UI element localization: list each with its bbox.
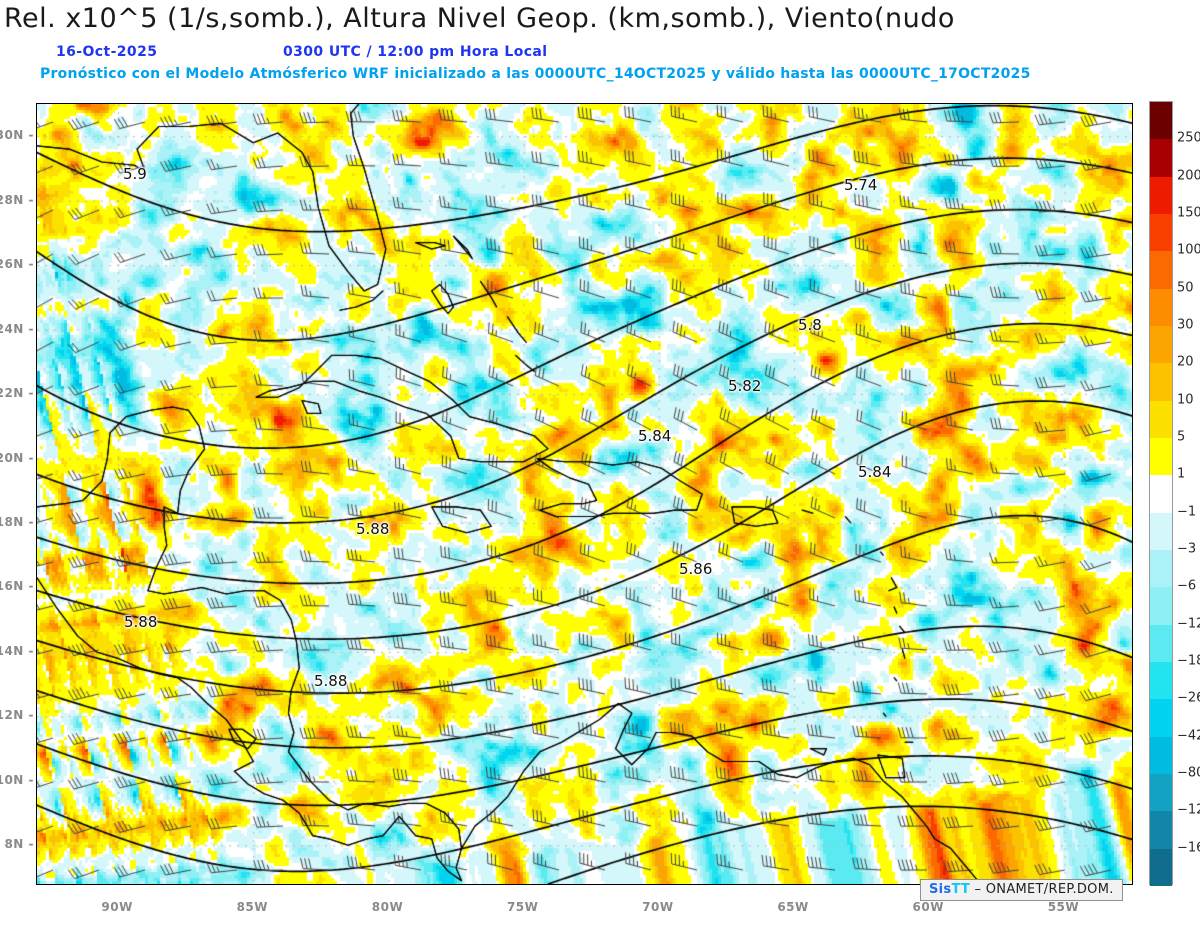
colorbar-tick-20: 20 [1177,354,1194,370]
colorbar-swatch-1 [1150,139,1172,177]
colorbar-swatch-18 [1150,773,1172,812]
lat-tick-16N: 16N - [0,579,34,594]
colorbar-swatch-13 [1150,587,1172,625]
lat-tick-28N: 28N - [0,192,34,207]
colorbar-tick-5: 5 [1177,429,1186,445]
colorbar-tick-250: 250 [1177,130,1200,146]
lon-tick-90W: 90W [101,900,133,914]
colorbar-tick-150: 150 [1177,205,1200,221]
lat-tick-10N: 10N - [0,772,34,787]
colorbar-tick--42: −42 [1177,728,1200,744]
model-note: Pronóstico con el Modelo Atmósferico WRF… [40,66,1031,82]
colorbar-tick--12: −12 [1177,616,1200,632]
colorbar-swatch-16 [1150,699,1172,737]
colorbar-tick--80: −80 [1177,765,1200,781]
colorbar-swatch-17 [1150,736,1172,774]
contour-label: 5.82 [728,377,762,395]
contour-label: 5.88 [124,613,158,631]
colorbar-tick-50: 50 [1177,280,1194,296]
lon-tick-70W: 70W [642,900,674,914]
credit-sis: Sis [929,882,952,897]
colorbar-swatch-7 [1150,363,1172,401]
colorbar-swatch-15 [1150,661,1172,700]
colorbar [1149,101,1173,886]
colorbar-tick--3: −3 [1177,541,1197,557]
lat-tick-26N: 26N - [0,257,34,272]
colorbar-swatch-10 [1150,475,1172,513]
page-title: Rel. x10^5 (1/s,somb.), Altura Nivel Geo… [4,3,955,34]
colorbar-swatch-5 [1150,288,1172,326]
contour-label: 5.8 [798,316,822,334]
credit-org: – ONAMET/REP.DOM. [974,882,1114,897]
colorbar-swatch-11 [1150,512,1172,550]
forecast-date: 16-Oct-2025 [56,44,158,60]
colorbar-swatch-9 [1150,437,1172,476]
lat-tick-22N: 22N - [0,386,34,401]
lon-tick-60W: 60W [912,900,944,914]
colorbar-tick-30: 30 [1177,317,1194,333]
lon-tick-55W: 55W [1047,900,1080,914]
lat-tick-24N: 24N - [0,321,34,336]
contour-label: 5.84 [638,427,672,445]
contour-label: 5.84 [858,463,892,481]
colorbar-swatch-20 [1150,848,1172,886]
credit-tt: TT [951,882,971,897]
colorbar-tick--26: −26 [1177,690,1200,706]
colorbar-tick-200: 200 [1177,168,1200,184]
lon-tick-75W: 75W [506,900,539,914]
contour-label: 5.74 [844,176,878,194]
colorbar-swatch-2 [1150,176,1172,214]
contour-label: 5.9 [123,165,147,183]
colorbar-tick-10: 10 [1177,392,1194,408]
colorbar-swatch-6 [1150,325,1172,364]
contour-label: 5.88 [314,672,348,690]
colorbar-swatch-12 [1150,549,1172,588]
colorbar-swatch-8 [1150,400,1172,438]
colorbar-swatch-3 [1150,213,1172,252]
colorbar-swatch-14 [1150,624,1172,662]
lat-tick-8N: 8N - [4,837,34,852]
map-plot-area: 5.9 5.74 5.8 5.82 5.84 5.84 5.88 5.86 5.88 5.88 [36,103,1133,885]
colorbar-swatch-19 [1150,811,1172,849]
colorbar-tick--160: −160 [1177,840,1200,856]
lat-tick-14N: 14N - [0,643,34,658]
forecast-valid-time: 0300 UTC / 12:00 pm Hora Local [283,44,548,60]
colorbar-swatch-0 [1150,102,1172,140]
colorbar-tick-1: 1 [1177,466,1186,482]
map-canvas [37,104,1132,884]
colorbar-tick--1: −1 [1177,504,1197,520]
colorbar-tick--18: −18 [1177,653,1200,669]
lon-tick-85W: 85W [236,900,268,914]
contour-label: 5.86 [679,560,713,578]
colorbar-tick-100: 100 [1177,242,1200,258]
lon-tick-65W: 65W [777,900,809,914]
lat-tick-20N: 20N - [0,450,34,465]
colorbar-swatch-4 [1150,251,1172,289]
lon-tick-80W: 80W [371,900,404,914]
credit-badge: SisTT – ONAMET/REP.DOM. [920,879,1123,901]
lat-tick-12N: 12N - [0,708,34,723]
colorbar-tick--6: −6 [1177,578,1197,594]
lat-tick-30N: 30N - [0,128,34,143]
lat-tick-18N: 18N - [0,515,34,529]
colorbar-tick--120: −120 [1177,802,1200,818]
contour-label: 5.88 [356,520,390,538]
